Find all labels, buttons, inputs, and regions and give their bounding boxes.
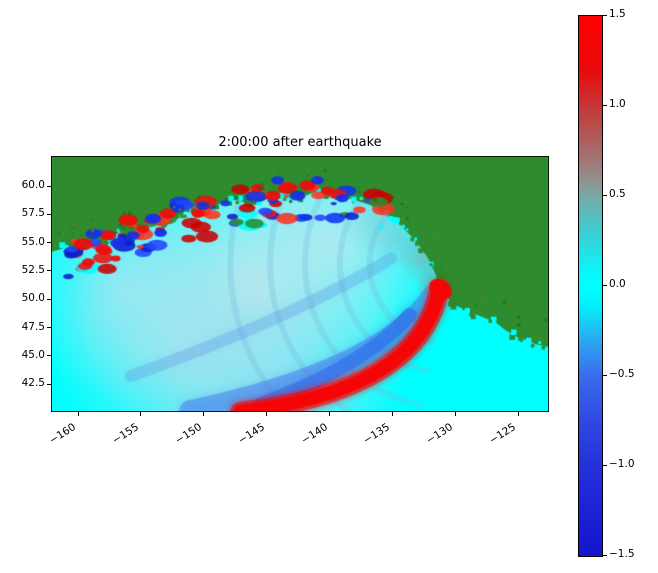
colorbar-label: −0.5	[609, 368, 635, 380]
x-axis-label: −125	[487, 421, 519, 447]
y-axis-tick	[47, 185, 51, 187]
colorbar-tick	[603, 464, 607, 466]
colorbar-label: 0.5	[609, 188, 626, 200]
y-axis-tick	[47, 383, 51, 385]
colorbar	[578, 15, 603, 557]
map-plot	[51, 156, 549, 412]
x-axis-tick	[329, 412, 331, 416]
x-axis-tick	[517, 412, 519, 416]
y-axis-tick	[47, 327, 51, 329]
y-axis-label: 47.5	[21, 320, 45, 333]
y-axis-tick	[47, 298, 51, 300]
y-axis-tick	[47, 270, 51, 272]
colorbar-label: −1.5	[609, 548, 635, 560]
colorbar-tick	[603, 374, 607, 376]
colorbar-tick	[603, 104, 607, 106]
x-axis-label: −150	[173, 421, 204, 447]
colorbar-gradient	[579, 16, 602, 556]
x-axis-tick	[266, 412, 268, 416]
y-axis-tick	[47, 213, 51, 215]
x-axis-tick	[77, 412, 79, 416]
x-axis-label: −135	[361, 421, 393, 447]
colorbar-label: 0.0	[609, 278, 626, 290]
x-axis-label: −140	[298, 421, 330, 447]
colorbar-tick	[603, 14, 607, 16]
x-axis-tick	[140, 412, 142, 416]
colorbar-tick	[603, 554, 607, 556]
x-axis-label: −155	[110, 421, 141, 447]
colorbar-label: 1.0	[609, 98, 626, 110]
y-axis-label: 42.5	[21, 377, 45, 390]
x-axis-label: −130	[424, 421, 456, 447]
colorbar-tick	[603, 194, 607, 196]
y-axis-label: 50.0	[21, 292, 45, 305]
heatmap-canvas	[51, 156, 549, 412]
x-axis-tick	[203, 412, 205, 416]
x-axis-label: −160	[47, 421, 79, 447]
x-axis-label: −145	[235, 421, 267, 447]
y-axis-label: 60.0	[21, 179, 45, 192]
y-axis-label: 57.5	[21, 207, 45, 220]
y-axis-label: 55.0	[21, 235, 45, 248]
x-axis-tick	[454, 412, 456, 416]
y-axis-tick	[47, 242, 51, 244]
y-axis-tick	[47, 355, 51, 357]
y-axis-label: 45.0	[21, 348, 45, 361]
colorbar-tick	[603, 284, 607, 286]
y-axis-label: 52.5	[21, 263, 45, 276]
colorbar-label: 1.5	[609, 8, 626, 20]
x-axis-tick	[391, 412, 393, 416]
plot-title: 2:00:00 after earthquake	[218, 135, 382, 150]
colorbar-label: −1.0	[609, 458, 635, 470]
